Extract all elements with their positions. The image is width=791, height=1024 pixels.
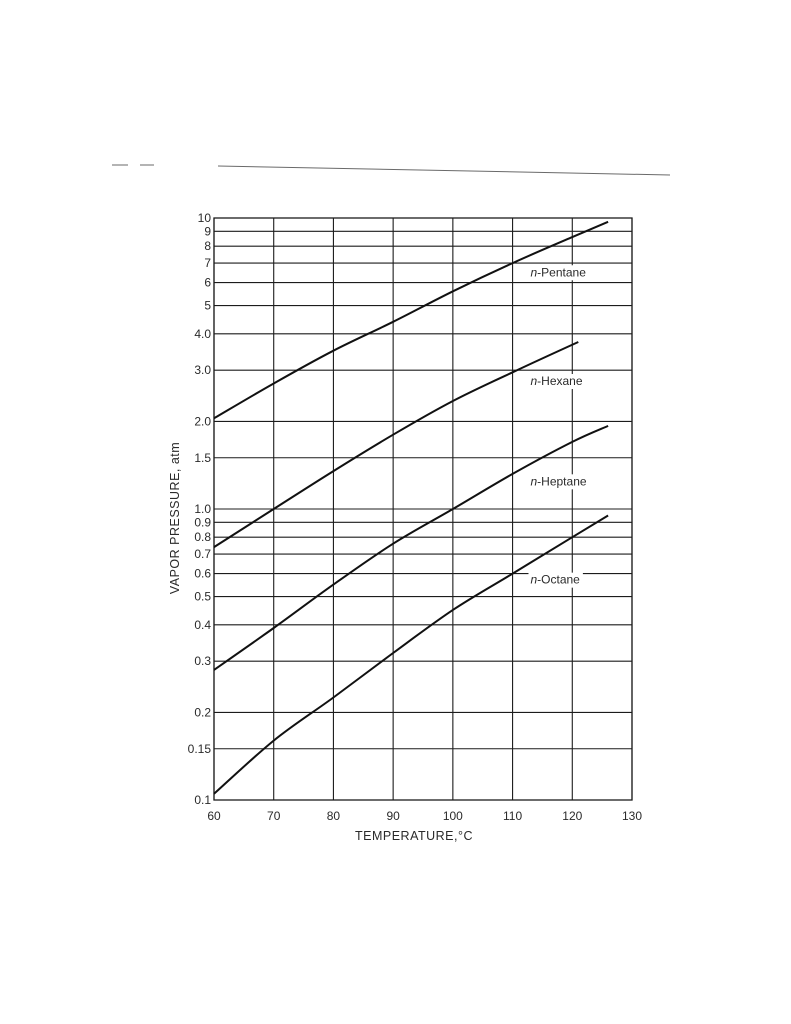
curve-n-heptane	[213, 424, 609, 671]
series-label-background	[528, 474, 590, 490]
y-tick-label: 0.8	[194, 530, 211, 544]
y-tick-label: 10	[198, 211, 212, 225]
series-label-background	[528, 572, 583, 588]
y-tick-label: 5	[204, 299, 211, 313]
y-tick-label: 1.0	[194, 502, 211, 516]
y-tick-label: 0.4	[194, 618, 211, 632]
y-tick-label: 8	[204, 239, 211, 253]
x-tick-label: 100	[443, 809, 463, 823]
y-tick-label: 3.0	[194, 363, 211, 377]
series-label-background	[528, 265, 589, 281]
y-tick-label: 7	[204, 256, 211, 270]
series-label-n-pentane: n-Pentane	[530, 265, 586, 279]
x-tick-label: 130	[622, 809, 642, 823]
x-axis-title: TEMPERATURE,°C	[355, 829, 473, 843]
curve-n-octane	[213, 514, 609, 795]
x-tick-label: 80	[327, 809, 341, 823]
y-tick-label: 0.3	[194, 654, 211, 668]
series-curves	[213, 220, 609, 795]
y-tick-label: 0.5	[194, 590, 211, 604]
plot-frame	[213, 217, 633, 801]
x-tick-label: 120	[562, 809, 582, 823]
series-label-background	[528, 374, 586, 390]
series-label-n-octane: n-Octane	[530, 573, 580, 587]
series-label-n-heptane: n-Heptane	[530, 474, 586, 488]
y-tick-label: 0.15	[188, 742, 212, 756]
y-tick-label: 4.0	[194, 327, 211, 341]
x-tick-label: 70	[267, 809, 281, 823]
y-tick-label: 2.0	[194, 414, 211, 428]
y-tick-label: 0.9	[194, 515, 211, 529]
y-tick-label: 0.6	[194, 567, 211, 581]
y-tick-label: 0.1	[194, 793, 211, 807]
grid	[213, 217, 633, 801]
y-tick-label: 1.5	[194, 451, 211, 465]
header-rule	[112, 164, 671, 176]
x-tick-labels: 60 70 80 90 100 110 120 130	[207, 809, 642, 823]
y-tick-label: 0.7	[194, 547, 211, 561]
x-tick-label: 110	[503, 809, 522, 823]
curve-n-hexane	[213, 341, 579, 548]
y-tick-label: 0.2	[194, 705, 211, 719]
x-tick-label: 90	[386, 809, 400, 823]
series-label-n-hexane: n-Hexane	[530, 374, 582, 388]
y-axis-title: VAPOR PRESSURE, atm	[168, 442, 182, 594]
series-labels: n-Pentane n-Hexane n-Heptane n-Octane	[528, 265, 590, 588]
y-tick-label: 9	[204, 224, 211, 238]
y-tick-label: 6	[204, 276, 211, 290]
curve-n-pentane	[213, 220, 609, 420]
x-tick-label: 60	[207, 809, 221, 823]
